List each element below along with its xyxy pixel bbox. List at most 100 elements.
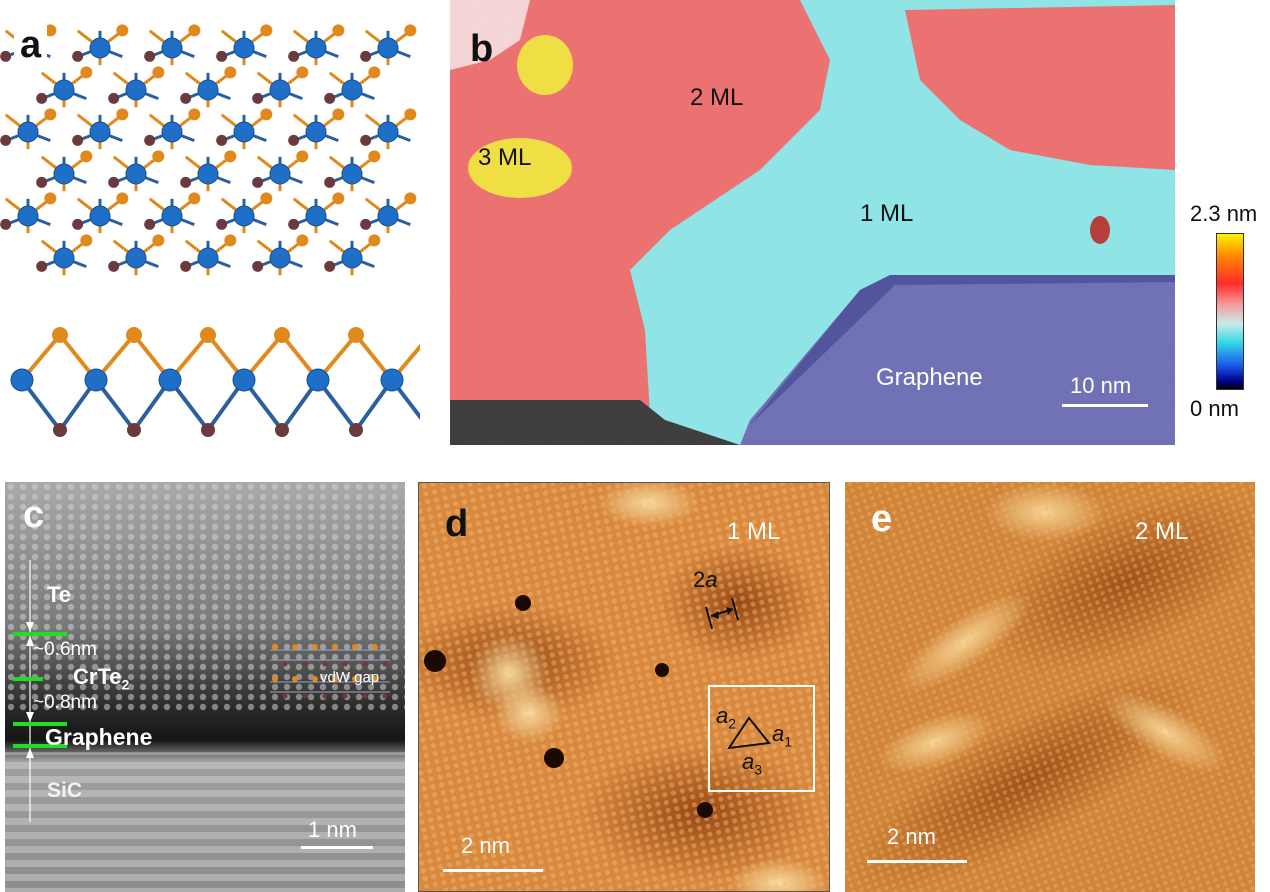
te-atom	[404, 24, 417, 37]
region-label-3ml: 3 ML	[478, 144, 532, 171]
scalebar-label-b: 10 nm	[1070, 373, 1132, 398]
layer-label-graphene: Graphene	[45, 724, 153, 750]
scalebar-label-d: 2 nm	[461, 833, 510, 858]
spacing-label-top: ~0.6nm	[33, 639, 97, 660]
te-atom	[36, 92, 48, 104]
cr-atom	[158, 368, 182, 392]
a3-subscript: 3	[754, 761, 763, 778]
te-atom	[348, 327, 364, 343]
te-atom	[296, 66, 309, 79]
te-atom	[116, 108, 129, 121]
te-atom	[360, 218, 372, 230]
te-atom	[288, 50, 300, 62]
cr-atom	[269, 163, 291, 185]
region-label-2ml: 2 ML	[690, 84, 744, 111]
crystal-structure-diagram	[0, 24, 420, 437]
te-atom	[200, 327, 216, 343]
panel-a-crystal-structure: a	[0, 0, 420, 445]
te-atom	[0, 218, 12, 230]
vdw-gap-label: vdW gap	[320, 669, 380, 686]
te-atom	[0, 134, 12, 146]
te-atom	[368, 150, 381, 163]
te-atom	[360, 134, 372, 146]
cr-atom	[89, 121, 111, 143]
coverage-label-1ml: 1 ML	[727, 518, 781, 545]
te-atom	[296, 234, 309, 247]
te-atom	[116, 24, 129, 37]
te-atom	[260, 24, 273, 37]
spacing-label-bottom: ~0.8nm	[33, 692, 97, 713]
cr-atom	[377, 121, 399, 143]
stm-atomic-image-2ml	[845, 482, 1255, 892]
panel-e-label: e	[871, 498, 893, 540]
te-atom	[349, 423, 363, 437]
panel-d-label: d	[445, 503, 469, 545]
cr-atom	[197, 79, 219, 101]
layer-label-crte2: CrTe2	[73, 664, 130, 693]
te-atom	[188, 192, 201, 205]
cr-atom	[125, 79, 147, 101]
cr-atom	[10, 368, 34, 392]
cr-atom	[269, 247, 291, 269]
te-atom	[152, 150, 165, 163]
cr-atom	[233, 121, 255, 143]
te-atom	[72, 50, 84, 62]
te-atom	[144, 134, 156, 146]
te-atom	[44, 24, 57, 37]
scalebar-b	[1062, 404, 1148, 407]
lattice-vector-a1: a1	[772, 721, 793, 750]
te-atom	[180, 260, 192, 272]
te-atom	[224, 66, 237, 79]
te-atom	[224, 150, 237, 163]
stm-atomic-image-1ml	[419, 483, 829, 891]
lattice-period-label: 2a	[693, 567, 718, 592]
te-atom	[52, 327, 68, 343]
te-atom	[260, 108, 273, 121]
colorbar-min-label: 0 nm	[1190, 396, 1239, 421]
cr-atom	[89, 37, 111, 59]
te-atom	[152, 234, 165, 247]
cr-atom	[305, 37, 327, 59]
cr-atom	[17, 121, 39, 143]
cr-atom	[84, 368, 108, 392]
cr-atom	[377, 37, 399, 59]
te-atom	[252, 176, 264, 188]
te-atom	[188, 108, 201, 121]
te-atom	[72, 218, 84, 230]
te-atom	[288, 218, 300, 230]
te-atom	[324, 260, 336, 272]
te-atom	[288, 134, 300, 146]
cr-atom	[305, 121, 327, 143]
vdw-structure-model	[270, 644, 390, 699]
te-atom	[188, 24, 201, 37]
te-atom	[36, 176, 48, 188]
te-atom	[126, 327, 142, 343]
te-atom	[80, 66, 93, 79]
cr-atom	[233, 205, 255, 227]
stm-topography-image	[450, 0, 1175, 445]
cr-atom	[233, 37, 255, 59]
cr-atom	[17, 205, 39, 227]
te-atom	[275, 423, 289, 437]
te-atom	[252, 260, 264, 272]
region-label-graphene: Graphene	[876, 364, 983, 391]
cr-atom	[306, 368, 330, 392]
te-atom	[108, 92, 120, 104]
te-atom	[296, 150, 309, 163]
cr-atom	[341, 79, 363, 101]
te-atom	[144, 218, 156, 230]
scalebar-label-e: 2 nm	[887, 824, 936, 849]
te-atom	[108, 260, 120, 272]
cr-atom	[197, 163, 219, 185]
a2-subscript: 2	[728, 715, 737, 732]
te-atom	[260, 192, 273, 205]
cr-atom	[269, 79, 291, 101]
te-atom	[116, 192, 129, 205]
te-atom	[216, 50, 228, 62]
crte2-subscript: 2	[121, 676, 130, 693]
te-atom	[44, 192, 57, 205]
layer-label-sic: SiC	[47, 779, 83, 802]
cr-atom	[125, 247, 147, 269]
scalebar-d	[443, 869, 543, 872]
lattice-vector-a3: a3	[742, 749, 763, 778]
